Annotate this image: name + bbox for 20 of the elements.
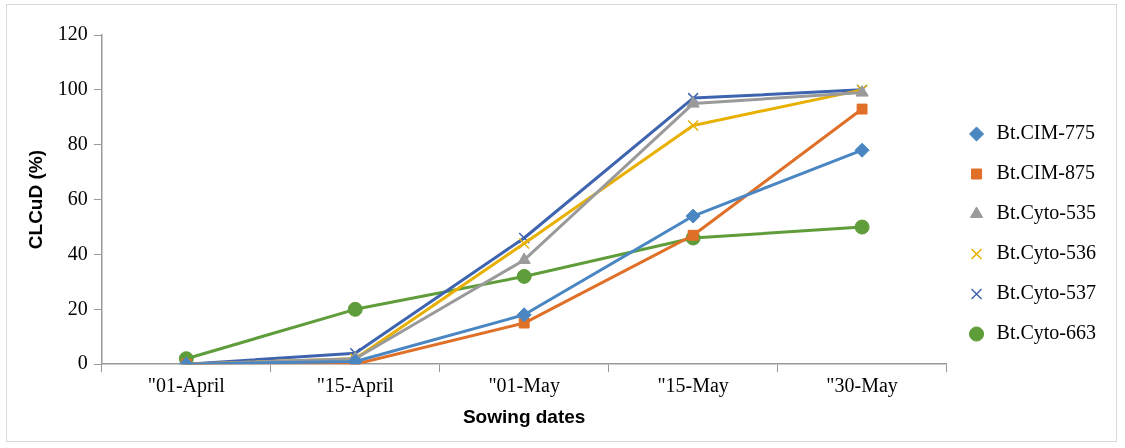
y-tick-label: 0 xyxy=(77,351,88,374)
x-tick-label: "15-May xyxy=(657,374,729,398)
y-tick-label: 100 xyxy=(57,77,88,100)
legend-label: Bt.Cyto-535 xyxy=(996,201,1096,225)
y-tick-label: 80 xyxy=(67,131,88,154)
y-tick-label: 40 xyxy=(67,241,88,264)
x-tick-label: "01-April xyxy=(147,374,226,398)
y-axis-title: CLCuD (%) xyxy=(24,150,46,250)
legend-label: Bt.Cyto-663 xyxy=(996,321,1096,345)
legend-label: Bt.Cyto-536 xyxy=(996,241,1096,265)
x-tick-label: "30-May xyxy=(826,374,898,398)
x-axis-title: Sowing dates xyxy=(462,405,586,427)
y-tick-label: 60 xyxy=(67,186,88,209)
x-tick-label: "15-April xyxy=(316,374,395,398)
legend-label: Bt.Cyto-537 xyxy=(996,281,1096,305)
legend-label: Bt.CIM-875 xyxy=(996,161,1095,184)
y-tick-label: 120 xyxy=(57,22,88,45)
y-tick-label: 20 xyxy=(67,296,88,319)
legend-label: Bt.CIM-775 xyxy=(996,121,1095,144)
x-tick-label: "01-May xyxy=(488,374,560,398)
